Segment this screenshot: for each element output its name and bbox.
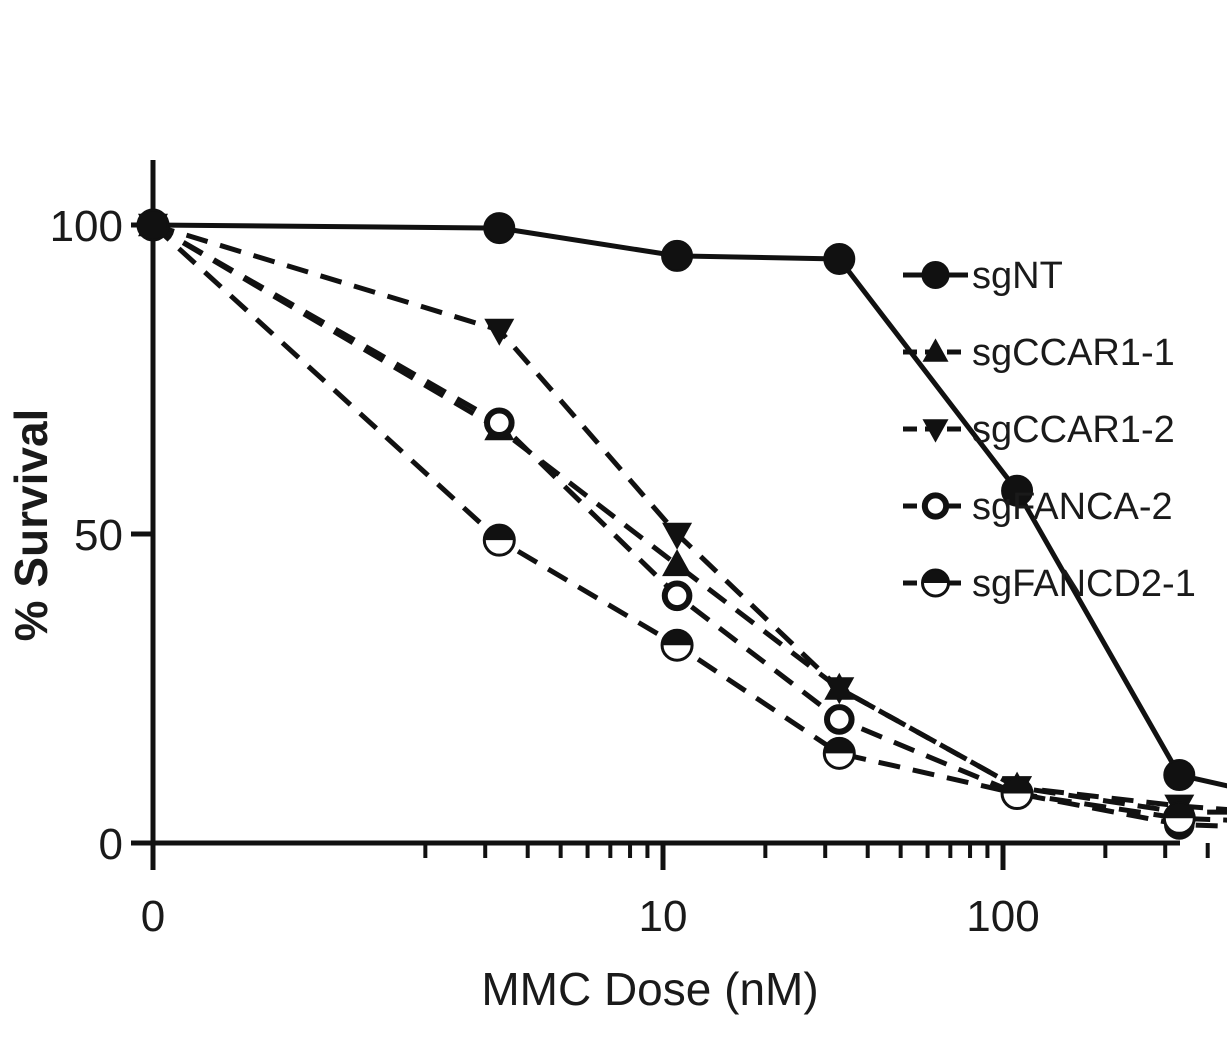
marker-filled-circle: [137, 209, 169, 241]
marker-filled-circle: [483, 212, 516, 245]
y-tick-label: 50: [74, 511, 123, 560]
marker-open-circle: [661, 580, 693, 612]
marker-open-circle: [823, 704, 855, 735]
legend-label: sgFANCA-2: [972, 486, 1173, 528]
x-tick-label: 0: [141, 892, 165, 941]
legend-item-sgFANCA-2: sgFANCA-2: [903, 486, 1173, 528]
marker-filled-circle: [661, 239, 694, 272]
legend-item-sgFANCD2-1: sgFANCD2-1: [903, 563, 1196, 605]
marker-triangle-down: [824, 677, 855, 705]
marker-filled-circle: [1001, 474, 1034, 507]
marker-half-circle-fill: [922, 570, 949, 583]
axes: 0501000101001000: [50, 160, 1210, 941]
marker-open-circle: [483, 407, 515, 439]
legend-item-sgCCAR1-2: sgCCAR1-2: [903, 409, 1175, 451]
marker-half-circle-fill: [662, 630, 693, 646]
marker-triangle-down: [484, 318, 515, 346]
marker-triangle-up: [662, 549, 693, 577]
marker-half-circle-fill: [1002, 778, 1033, 794]
marker-filled-circle: [823, 242, 856, 275]
legend-label: sgFANCD2-1: [972, 563, 1196, 605]
marker-half-circle-fill: [1164, 803, 1195, 819]
marker-triangle-up: [922, 338, 949, 362]
legend-label: sgCCAR1-1: [972, 332, 1175, 374]
marker-filled-circle: [1163, 759, 1196, 792]
series-markers-sgNT: [137, 209, 1196, 792]
legend-item-sgNT: sgNT: [903, 255, 1063, 297]
x-tick-label: 100: [966, 892, 1039, 941]
x-tick-label: 10: [639, 892, 688, 941]
x-axis-title: MMC Dose (nM): [481, 963, 818, 1015]
marker-triangle-down: [922, 419, 949, 443]
marker-triangle-down: [662, 522, 693, 550]
series-markers-sgFANCD2-1: [136, 208, 1196, 835]
legend: sgNT sgCCAR1-1 sgCCAR1-2 sgFANCA-2 sgFANCD2-…: [903, 255, 1196, 605]
y-tick-label: 0: [99, 820, 123, 869]
y-tick-label: 100: [50, 202, 123, 251]
marker-half-circle-fill: [824, 738, 855, 754]
marker-filled-circle: [921, 261, 950, 289]
y-axis-title: % Survival: [5, 409, 57, 642]
legend-item-sgCCAR1-1: sgCCAR1-1: [903, 332, 1175, 374]
marker-open-circle: [921, 492, 950, 520]
data-series: [136, 208, 1227, 840]
marker-half-circle-fill: [484, 525, 515, 541]
legend-label: sgCCAR1-2: [972, 409, 1175, 451]
legend-label: sgNT: [972, 255, 1063, 297]
